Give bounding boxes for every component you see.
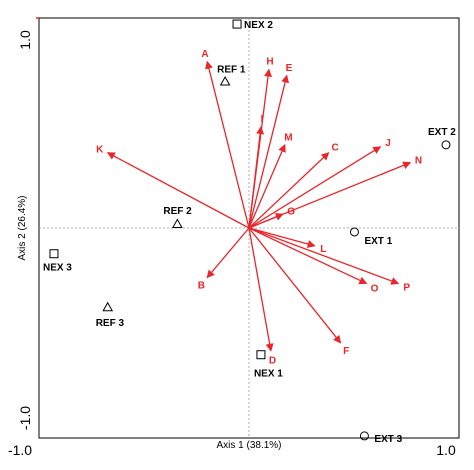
site-marker-ref-2 bbox=[172, 218, 183, 229]
x-tick-label-min: -1.0 bbox=[8, 442, 32, 458]
vector-label-g: G bbox=[287, 207, 295, 218]
vector-label-b: B bbox=[198, 280, 205, 291]
vector-arrow-b bbox=[206, 227, 250, 279]
vector-label-e: E bbox=[286, 63, 293, 74]
vector-label-p: P bbox=[403, 283, 410, 294]
vector-label-j: J bbox=[385, 138, 391, 149]
x-axis-label: Axis 1 (38.1%) bbox=[216, 440, 281, 451]
vector-arrow-o bbox=[248, 227, 368, 285]
vector-label-l: L bbox=[320, 244, 326, 255]
vector-arrow-g bbox=[248, 213, 284, 229]
x-tick-label-max: 1.0 bbox=[436, 442, 456, 458]
vector-label-i: I bbox=[261, 114, 264, 125]
site-marker-ref-1 bbox=[219, 75, 231, 86]
y-axis-label: Axis 2 (26.4%) bbox=[17, 195, 28, 260]
site-label-ext-2: EXT 2 bbox=[428, 127, 456, 138]
vector-label-h: H bbox=[266, 57, 273, 68]
site-label-ext-3: EXT 3 bbox=[374, 434, 402, 445]
vector-arrow-k bbox=[106, 152, 250, 229]
site-marker-nex-1 bbox=[256, 350, 266, 360]
vector-label-m: M bbox=[284, 133, 292, 144]
vector-arrow-j bbox=[248, 146, 382, 229]
vector-arrow-a bbox=[205, 60, 250, 229]
vector-arrow-f bbox=[248, 227, 342, 344]
site-points bbox=[49, 19, 451, 441]
vector-arrow-d bbox=[248, 227, 274, 352]
vector-arrow-i bbox=[248, 126, 265, 229]
site-label-nex-1: NEX 1 bbox=[254, 369, 283, 380]
vector-label-n: N bbox=[415, 155, 422, 166]
site-label-nex-2: NEX 2 bbox=[244, 20, 273, 31]
vector-arrow-p bbox=[248, 227, 400, 285]
vector-label-o: O bbox=[371, 283, 379, 294]
vector-arrow-e bbox=[248, 74, 290, 229]
vector-label-a: A bbox=[201, 49, 208, 60]
site-label-ref-1: REF 1 bbox=[217, 64, 246, 75]
site-marker-ext-2 bbox=[441, 140, 451, 150]
site-label-nex-3: NEX 3 bbox=[43, 263, 72, 274]
vector-label-c: C bbox=[332, 143, 339, 154]
site-label-ref-3: REF 3 bbox=[96, 318, 125, 329]
vector-label-k: K bbox=[96, 145, 104, 156]
vector-label-f: F bbox=[343, 346, 349, 357]
vector-arrows bbox=[106, 60, 412, 352]
site-label-ext-1: EXT 1 bbox=[364, 236, 392, 247]
vector-arrow-m bbox=[248, 143, 286, 229]
vector-label-d: D bbox=[269, 356, 276, 367]
point-labels: A H E I M C J N K G L B O P D F NEX 2 REF 1 EXT 2 REF 2 EXT … bbox=[43, 20, 456, 445]
site-marker-ref-3 bbox=[102, 301, 114, 312]
site-marker-ext-1 bbox=[349, 227, 359, 237]
vector-arrow-l bbox=[248, 227, 316, 248]
vector-arrow-c bbox=[248, 152, 330, 229]
site-marker-nex-2 bbox=[232, 19, 242, 29]
site-label-ref-2: REF 2 bbox=[163, 206, 192, 217]
site-marker-ext-3 bbox=[359, 431, 369, 441]
site-marker-nex-3 bbox=[49, 249, 59, 259]
y-tick-label-max: 1.0 bbox=[17, 30, 33, 50]
y-tick-label-min: -1.0 bbox=[17, 406, 33, 430]
